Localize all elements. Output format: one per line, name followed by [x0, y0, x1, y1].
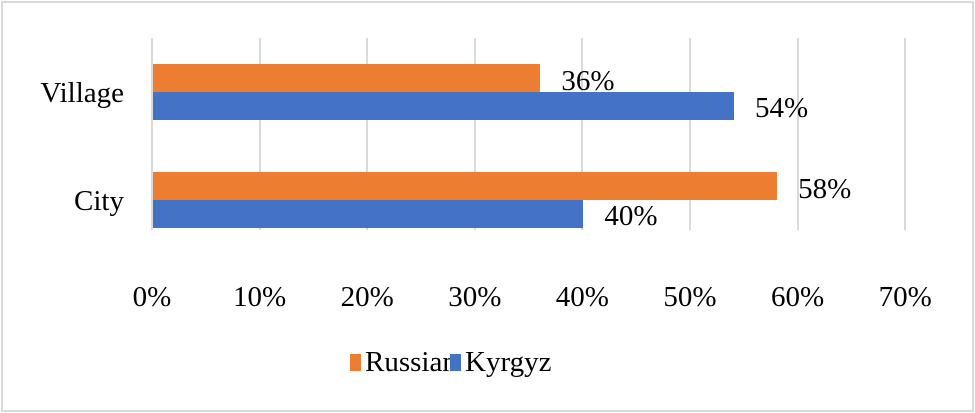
legend-swatch-kyrgyz	[450, 353, 461, 371]
gridline	[796, 38, 799, 230]
bar-kyrgyz-city	[153, 200, 584, 228]
legend-label-russian: Russian	[365, 346, 457, 378]
x-tick-label: 30%	[448, 281, 502, 313]
gridline	[581, 38, 584, 230]
x-tick-label: 50%	[663, 281, 717, 313]
x-tick-label: 70%	[878, 281, 932, 313]
x-tick-label: 0%	[132, 281, 172, 313]
legend-item-russian: Russian	[350, 346, 457, 378]
category-label-city: City	[74, 185, 124, 217]
gridline	[473, 38, 476, 230]
x-tick-label: 10%	[233, 281, 287, 313]
x-tick-label: 40%	[555, 281, 609, 313]
category-label-village: Village	[40, 77, 124, 109]
data-label: 54%	[755, 92, 809, 124]
legend-swatch-russian	[350, 353, 361, 371]
gridline	[904, 38, 907, 230]
gridline	[366, 38, 369, 230]
gridline	[151, 38, 153, 230]
bar-russian-city	[153, 172, 778, 200]
legend-label-kyrgyz: Kyrgyz	[465, 346, 552, 378]
data-label: 36%	[561, 65, 615, 97]
data-label: 58%	[798, 173, 852, 205]
bar-russian-village	[153, 64, 541, 92]
x-tick-label: 60%	[771, 281, 825, 313]
bar-kyrgyz-village	[153, 92, 735, 120]
x-tick-label: 20%	[340, 281, 394, 313]
gridline	[689, 38, 691, 230]
legend: Russian Kyrgyz	[0, 346, 975, 378]
gridline	[258, 38, 261, 230]
legend-item-kyrgyz: Kyrgyz	[450, 346, 551, 378]
data-label: 40%	[604, 200, 658, 232]
